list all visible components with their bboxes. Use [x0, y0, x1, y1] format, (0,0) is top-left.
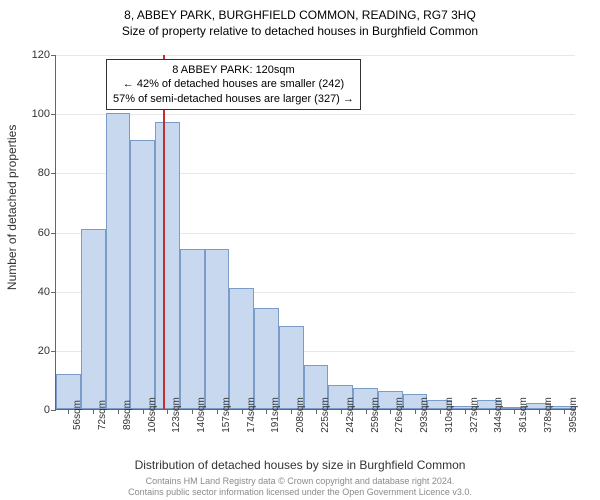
x-tick — [192, 409, 193, 414]
gridline — [56, 114, 575, 115]
x-tick-label: 378sqm — [543, 397, 554, 433]
x-tick-label: 72sqm — [97, 400, 108, 430]
x-tick — [341, 409, 342, 414]
x-tick-label: 242sqm — [345, 397, 356, 433]
x-tick-label: 276sqm — [394, 397, 405, 433]
x-tick-label: 293sqm — [419, 397, 430, 433]
x-tick-label: 174sqm — [246, 397, 257, 433]
x-tick — [366, 409, 367, 414]
footer-attribution: Contains HM Land Registry data © Crown c… — [0, 476, 600, 498]
chart-title-main: 8, ABBEY PARK, BURGHFIELD COMMON, READIN… — [0, 0, 600, 22]
y-tick-label: 40 — [38, 286, 50, 298]
x-tick — [167, 409, 168, 414]
x-tick-label: 106sqm — [147, 397, 158, 433]
x-tick-label: 191sqm — [270, 397, 281, 433]
x-tick — [291, 409, 292, 414]
y-tick-label: 80 — [38, 167, 50, 179]
y-tick-label: 100 — [32, 108, 50, 120]
y-axis-title: Number of detached properties — [5, 125, 19, 290]
x-tick-label: 259sqm — [370, 397, 381, 433]
plot-area: 8 ABBEY PARK: 120sqm ← 42% of detached h… — [55, 55, 575, 410]
x-tick-label: 310sqm — [444, 397, 455, 433]
chart-title-sub: Size of property relative to detached ho… — [0, 22, 600, 38]
y-tick — [51, 114, 56, 115]
x-tick — [143, 409, 144, 414]
y-tick — [51, 233, 56, 234]
x-tick-label: 208sqm — [295, 397, 306, 433]
x-tick — [118, 409, 119, 414]
annotation-box: 8 ABBEY PARK: 120sqm ← 42% of detached h… — [106, 59, 361, 110]
x-tick — [514, 409, 515, 414]
x-tick — [415, 409, 416, 414]
x-tick — [266, 409, 267, 414]
histogram-bar — [155, 122, 180, 409]
histogram-bar — [106, 113, 131, 409]
x-tick-label: 344sqm — [493, 397, 504, 433]
x-tick — [489, 409, 490, 414]
x-tick — [539, 409, 540, 414]
y-tick-label: 60 — [38, 227, 50, 239]
histogram-bar — [130, 140, 155, 409]
x-tick — [564, 409, 565, 414]
x-tick-label: 157sqm — [221, 397, 232, 433]
chart-container: 8, ABBEY PARK, BURGHFIELD COMMON, READIN… — [0, 0, 600, 500]
x-tick-label: 225sqm — [320, 397, 331, 433]
x-tick-label: 140sqm — [196, 397, 207, 433]
gridline — [56, 55, 575, 56]
y-tick — [51, 173, 56, 174]
x-tick-label: 123sqm — [171, 397, 182, 433]
annotation-line-1: 8 ABBEY PARK: 120sqm — [113, 63, 354, 77]
histogram-bar — [205, 249, 230, 409]
x-tick-label: 361sqm — [518, 397, 529, 433]
x-tick — [465, 409, 466, 414]
y-tick — [51, 55, 56, 56]
x-axis-title: Distribution of detached houses by size … — [0, 458, 600, 472]
y-tick — [51, 292, 56, 293]
x-tick — [390, 409, 391, 414]
x-tick-label: 56sqm — [72, 400, 83, 430]
x-tick-label: 327sqm — [469, 397, 480, 433]
y-tick — [51, 351, 56, 352]
y-tick-label: 20 — [38, 345, 50, 357]
x-tick — [440, 409, 441, 414]
histogram-bar — [180, 249, 205, 409]
y-tick — [51, 410, 56, 411]
footer-line-1: Contains HM Land Registry data © Crown c… — [0, 476, 600, 487]
footer-line-2: Contains public sector information licen… — [0, 487, 600, 498]
x-tick — [316, 409, 317, 414]
x-tick — [217, 409, 218, 414]
annotation-line-2: ← 42% of detached houses are smaller (24… — [113, 77, 354, 91]
x-tick-label: 89sqm — [122, 400, 133, 430]
histogram-bar — [229, 288, 254, 409]
x-tick — [93, 409, 94, 414]
x-tick — [242, 409, 243, 414]
x-tick-label: 395sqm — [568, 397, 579, 433]
x-tick — [68, 409, 69, 414]
histogram-bar — [254, 308, 279, 409]
y-tick-label: 0 — [44, 404, 50, 416]
annotation-line-3: 57% of semi-detached houses are larger (… — [113, 92, 354, 106]
histogram-bar — [81, 229, 106, 409]
y-tick-label: 120 — [32, 49, 50, 61]
